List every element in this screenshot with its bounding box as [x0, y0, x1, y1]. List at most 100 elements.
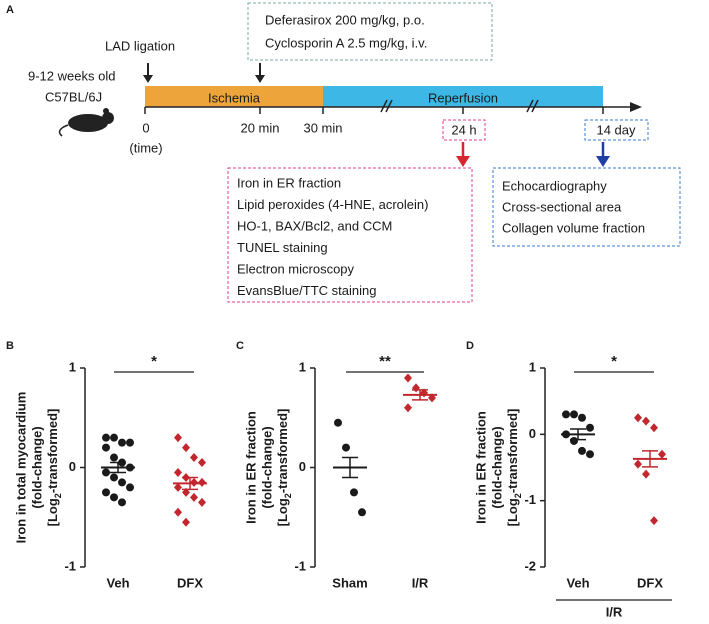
time-label: 30 min — [303, 120, 342, 135]
data-point — [198, 458, 206, 468]
time-label: 0 — [142, 120, 149, 135]
y-axis-label-part: -transformed] — [275, 409, 290, 494]
timeline-arrow — [630, 102, 642, 112]
group-label: I/R — [606, 604, 623, 619]
data-point — [118, 438, 126, 447]
y-tick-label: 0 — [69, 459, 76, 474]
y-axis-label: Iron in ER fraction — [473, 411, 488, 524]
error-bar — [342, 456, 358, 479]
data-point — [198, 497, 206, 507]
y-axis-label: (fold-change) — [259, 426, 274, 508]
data-point — [182, 443, 190, 453]
data-point — [102, 433, 110, 442]
data-point — [650, 423, 658, 433]
data-point — [658, 449, 666, 459]
x-tick-label: Veh — [106, 575, 129, 590]
data-point — [342, 443, 350, 452]
y-tick-label: 1 — [529, 359, 536, 374]
lad-label: LAD ligation — [105, 38, 175, 53]
y-axis-label: [Log2-transformed] — [505, 409, 523, 527]
y-tick-label: -2 — [524, 558, 536, 573]
data-point — [350, 488, 358, 497]
phase-label: Reperfusion — [428, 90, 498, 105]
y-axis-label-part: [Log — [275, 498, 290, 526]
y-axis-label: (fold-change) — [29, 426, 44, 508]
list-item: Cross-sectional area — [502, 199, 622, 214]
significance: ** — [379, 353, 391, 370]
y-axis-label: (fold-change) — [489, 426, 504, 508]
x-tick-label: DFX — [177, 575, 203, 590]
data-point — [190, 453, 198, 463]
data-point — [586, 450, 594, 459]
data-point — [102, 488, 110, 497]
y-tick-label: 1 — [299, 359, 306, 374]
y-tick-label: -1 — [294, 558, 306, 573]
data-point — [126, 438, 134, 447]
list-item: TUNEL staining — [237, 240, 328, 255]
data-point — [110, 453, 118, 462]
significance: * — [151, 353, 157, 370]
error-bar — [642, 450, 658, 468]
y-axis-label-part: [Log — [45, 498, 60, 526]
error-bar — [570, 428, 586, 441]
data-point — [174, 433, 182, 443]
data-point — [642, 416, 650, 426]
panel-label: D — [466, 340, 474, 352]
panel-label: A — [6, 4, 14, 16]
list-item: Echocardiography — [502, 178, 607, 193]
data-point — [570, 436, 578, 445]
arrows — [143, 63, 265, 83]
y-axis-label-part: 2 — [53, 493, 63, 498]
data-point — [190, 492, 198, 502]
mouse-icon — [58, 108, 114, 137]
data-point — [634, 413, 642, 423]
data-point — [118, 478, 126, 487]
y-tick-label: -1 — [64, 558, 76, 573]
data-point — [110, 493, 118, 502]
y-axis-label-part: 2 — [283, 493, 293, 498]
data-point — [110, 433, 118, 442]
list-item: HO-1, BAX/Bcl2, and CCM — [237, 218, 392, 233]
timeline — [144, 99, 632, 114]
y-tick-label: -1 — [524, 492, 536, 507]
ischemia-bar — [145, 86, 323, 107]
time-box — [442, 119, 486, 141]
data-point — [174, 507, 182, 517]
y-axis-label: Iron in total myocardium — [13, 392, 28, 544]
list-item: Collagen volume fraction — [502, 220, 645, 235]
x-tick-label: Sham — [332, 575, 367, 590]
list-item: Iron in ER fraction — [237, 175, 341, 190]
data-point — [102, 468, 110, 477]
x-tick-label: I/R — [412, 575, 429, 590]
data-point — [182, 517, 190, 527]
data-point — [118, 498, 126, 507]
time-label: 20 min — [240, 120, 279, 135]
y-axis-label: [Log2-transformed] — [45, 409, 63, 527]
arrow — [596, 156, 610, 167]
list-item: EvansBlue/TTC staining — [237, 283, 376, 298]
time-label: 14 day — [596, 122, 636, 137]
data-point — [634, 459, 642, 469]
arrow — [456, 156, 470, 167]
data-point — [570, 410, 578, 419]
list-box — [492, 167, 681, 247]
data-point — [586, 423, 594, 432]
data-point — [110, 473, 118, 482]
time-box — [584, 119, 649, 141]
data-point — [578, 413, 586, 422]
panel-label: C — [236, 340, 244, 352]
x-tick-label: DFX — [637, 575, 663, 590]
mouse-strain: C57BL/6J — [45, 89, 102, 104]
data-point — [578, 446, 586, 455]
time-label: 24 h — [451, 122, 476, 137]
y-axis-label-part: [Log — [505, 498, 520, 526]
time-label: (time) — [129, 140, 162, 155]
data-point — [174, 467, 182, 477]
data-point — [404, 403, 412, 413]
data-point — [562, 410, 570, 419]
y-tick-label: 1 — [69, 359, 76, 374]
drug: Deferasirox 200 mg/kg, p.o. — [265, 12, 425, 27]
list-item: Lipid peroxides (4-HNE, acrolein) — [237, 197, 428, 212]
data-point — [404, 373, 412, 383]
